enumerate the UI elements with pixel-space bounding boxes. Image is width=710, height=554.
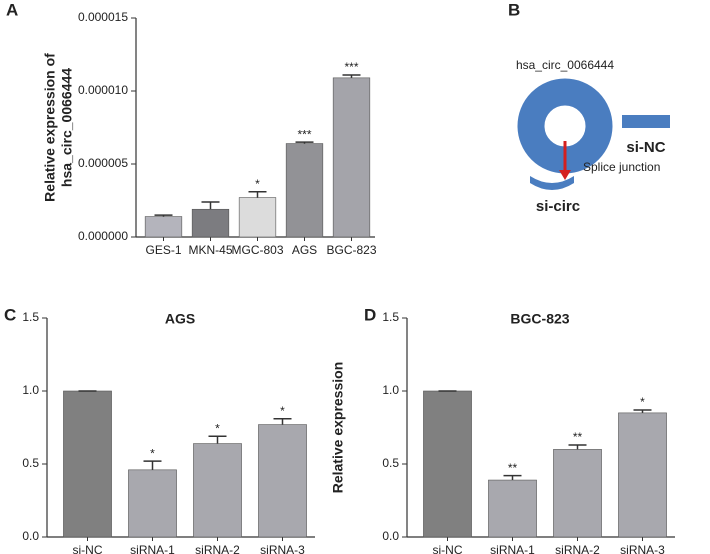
x-tick-label: siRNA-2 (195, 543, 240, 554)
si-nc-label: si-NC (626, 139, 665, 156)
y-tick-label: 1.0 (382, 383, 399, 397)
significance: *** (344, 60, 358, 74)
diagram: B hsa_circ_0066444 Splice junction si-ci… (508, 0, 670, 215)
bar (191, 208, 230, 238)
bar (332, 77, 371, 238)
y-axis-label: hsa_circ_0066444 (59, 68, 75, 187)
error-bar (503, 474, 522, 481)
y-tick-label: 0.0 (22, 529, 39, 543)
x-tick-label: GES-1 (145, 243, 181, 257)
error-bar (273, 417, 292, 425)
bar (488, 479, 537, 538)
x-tick-label: siRNA-2 (555, 543, 600, 554)
significance: * (255, 177, 260, 191)
panel-letter: C (4, 305, 16, 324)
y-axis-label: Relative expression (330, 362, 346, 494)
x-tick-label: siRNA-3 (260, 543, 305, 554)
y-tick-label: 0.000010 (78, 83, 128, 97)
y-tick-label: 0.0 (382, 529, 399, 543)
bar (238, 197, 277, 238)
bar (618, 412, 667, 538)
chart-title: BGC-823 (510, 311, 569, 327)
significance: ** (573, 430, 583, 444)
error-bar (154, 214, 173, 217)
y-axis-label: Relative expression of (42, 53, 58, 202)
y-tick-label: 0.000015 (78, 10, 128, 24)
chart-title: AGS (165, 311, 195, 327)
bar (193, 443, 242, 538)
x-tick-label: siRNA-1 (130, 543, 175, 554)
y-tick-label: 0.5 (382, 456, 399, 470)
significance: * (150, 446, 155, 460)
panel-letter: A (6, 0, 18, 19)
significance: ** (508, 461, 518, 475)
x-tick-label: siRNA-3 (620, 543, 665, 554)
y-tick-label: 1.0 (22, 383, 39, 397)
bar (423, 390, 472, 538)
error-bar (342, 74, 361, 78)
y-tick-label: 0.000000 (78, 229, 128, 243)
panel-letter: D (364, 305, 376, 324)
circ-label: hsa_circ_0066444 (516, 58, 614, 72)
x-tick-label: siRNA-1 (490, 543, 535, 554)
panel-letter: B (508, 0, 520, 19)
error-bar (295, 141, 314, 144)
junction-label: Splice junction (583, 160, 660, 174)
error-bar (143, 460, 162, 470)
significance: *** (297, 127, 311, 141)
y-tick-label: 0.000005 (78, 156, 128, 170)
bar (63, 390, 112, 538)
x-tick-label: MGC-803 (231, 243, 283, 257)
bar (258, 424, 307, 538)
error-bar (633, 409, 652, 413)
error-bar (248, 190, 267, 198)
x-tick-label: si-NC (433, 543, 463, 554)
bar (553, 449, 602, 538)
bar (128, 469, 177, 538)
bar (285, 143, 324, 238)
error-bar (568, 444, 587, 450)
x-tick-label: si-NC (73, 543, 103, 554)
si-nc-shape (622, 115, 670, 128)
arrow-head (559, 170, 571, 180)
error-bar (201, 201, 220, 210)
error-bar (208, 435, 227, 444)
x-tick-label: MKN-45 (188, 243, 232, 257)
si-circ-shape (530, 176, 574, 190)
x-tick-label: BGC-823 (326, 243, 376, 257)
si-circ-label: si-circ (536, 198, 580, 215)
x-tick-label: AGS (292, 243, 317, 257)
y-tick-label: 0.5 (22, 456, 39, 470)
significance: * (640, 395, 645, 409)
significance: * (215, 421, 220, 435)
bar (144, 216, 183, 238)
y-tick-label: 1.5 (382, 310, 399, 324)
y-tick-label: 1.5 (22, 310, 39, 324)
significance: * (280, 404, 285, 418)
